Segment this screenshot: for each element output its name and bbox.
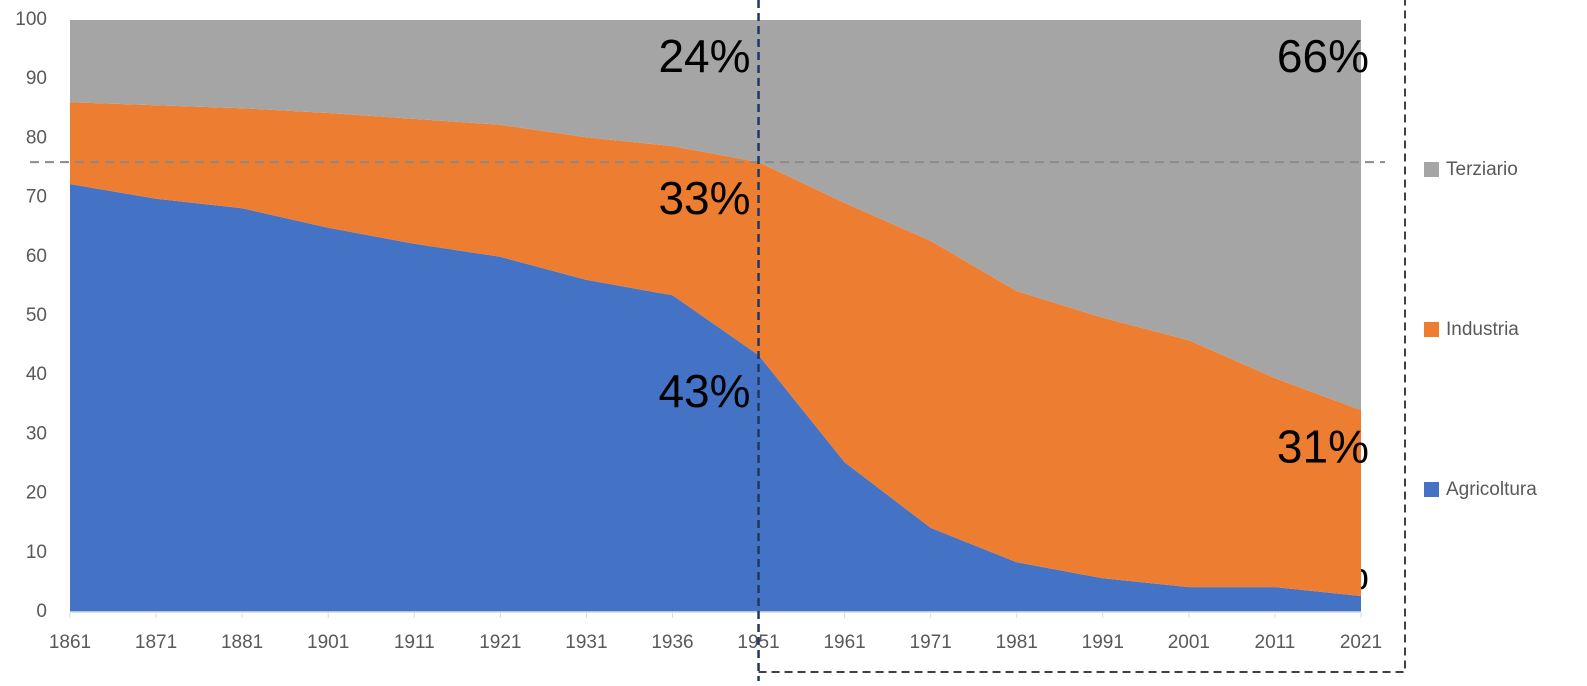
value-label: 66% [1277, 30, 1369, 82]
y-tick-label: 90 [26, 68, 47, 89]
area [70, 102, 1361, 597]
x-tick-label: 1921 [479, 632, 521, 653]
y-tick-label: 30 [26, 423, 47, 444]
y-tick-label: 60 [26, 246, 47, 267]
y-tick-label: 10 [26, 542, 47, 563]
x-tick-label: 1971 [910, 632, 952, 653]
highlight-box [758, 0, 1406, 673]
legend-swatch [1424, 162, 1439, 177]
value-label: 33% [658, 172, 750, 224]
x-tick-label: 1871 [135, 632, 177, 653]
x-tick-label: 1991 [1082, 632, 1124, 653]
y-tick-label: 70 [26, 187, 47, 208]
x-tick-label: 1981 [996, 632, 1038, 653]
value-label: 43% [658, 365, 750, 417]
area [70, 20, 1361, 411]
x-tick-label: 2001 [1168, 632, 1210, 653]
y-tick-label: 40 [26, 364, 47, 385]
value-label: 24% [658, 30, 750, 82]
x-tick-label: 1901 [307, 632, 349, 653]
legend-swatch [1424, 482, 1439, 497]
area [70, 183, 1361, 612]
x-tick-label: 2011 [1255, 632, 1296, 653]
value-label: 31% [1277, 420, 1369, 472]
x-tick-label: 1911 [394, 632, 435, 653]
legend-swatch [1424, 322, 1439, 337]
x-tick-label: 1881 [221, 632, 263, 653]
y-tick-label: 0 [36, 601, 47, 622]
x-tick-label: 1936 [651, 632, 693, 653]
legend-label: Agricoltura [1446, 479, 1537, 500]
x-tick-label: 1931 [565, 632, 607, 653]
y-tick-label: 20 [26, 483, 47, 504]
x-tick-label: 2021 [1340, 632, 1382, 653]
y-tick-label: 80 [26, 127, 47, 148]
x-tick-label: 1961 [823, 632, 865, 653]
x-tick-label: 1861 [49, 632, 91, 653]
y-tick-label: 50 [26, 305, 47, 326]
y-tick-label: 100 [15, 9, 47, 30]
legend-label: Terziario [1446, 159, 1518, 180]
legend-label: Industria [1446, 319, 1519, 340]
